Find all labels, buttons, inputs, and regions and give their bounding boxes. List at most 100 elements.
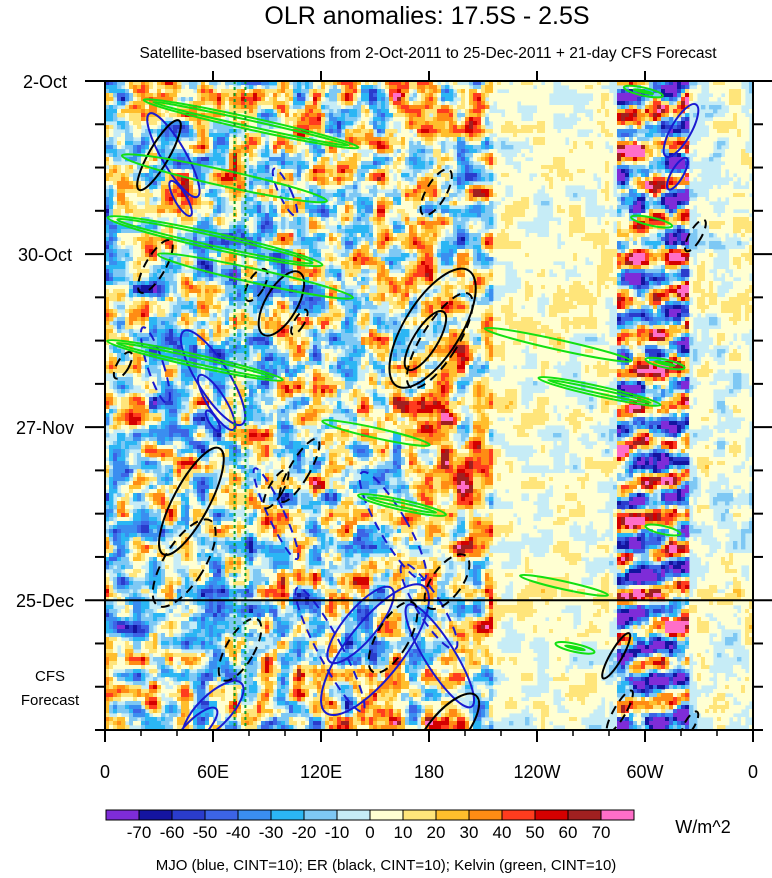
- mjo-contour: [404, 603, 476, 709]
- er-contour: [684, 218, 707, 253]
- x-tick-label: 120W: [513, 762, 560, 782]
- colorbar-label: -40: [226, 823, 251, 842]
- colorbar-label: -60: [160, 823, 185, 842]
- kelvin-contour: [321, 419, 431, 447]
- er-contour: [136, 119, 182, 192]
- er-contour: [243, 267, 269, 303]
- kelvin-contour: [537, 376, 662, 407]
- mjo-contour: [326, 585, 395, 665]
- colorbar-swatch: [567, 809, 602, 821]
- kelvin-contour: [654, 360, 676, 367]
- mjo-contour: [271, 167, 299, 217]
- kelvin-contour: [644, 356, 686, 371]
- mjo-contour: [171, 706, 219, 730]
- er-contour: [151, 518, 217, 608]
- colorbar-label: -20: [292, 823, 317, 842]
- colorbar-label: 20: [427, 823, 446, 842]
- colorbar-label: 60: [559, 823, 578, 842]
- x-tick-label: 0: [100, 762, 110, 782]
- colorbar-label: 0: [365, 823, 374, 842]
- y-date-label: 2-Oct: [23, 72, 67, 92]
- olr-anomaly-field: [105, 81, 753, 730]
- er-contour: [290, 308, 309, 336]
- er-contour: [601, 632, 632, 680]
- mjo-contour: [294, 586, 366, 713]
- colorbar-swatch: [270, 809, 305, 821]
- y-date-label: 27-Nov: [16, 418, 74, 438]
- colorbar-label: 10: [394, 823, 413, 842]
- kelvin-contour: [106, 339, 284, 382]
- colorbar-label: 30: [460, 823, 479, 842]
- er-contour: [137, 238, 174, 294]
- colorbar-swatch: [204, 809, 239, 821]
- forecast-label: CFS: [35, 668, 65, 685]
- y-date-label: 30-Oct: [18, 245, 72, 265]
- mjo-contour: [666, 156, 689, 191]
- y-date-label: 25-Dec: [16, 591, 74, 611]
- kelvin-contour: [142, 98, 360, 150]
- kelvin-contour: [564, 644, 586, 652]
- kelvin-contour: [630, 214, 674, 229]
- mjo-contour: [197, 373, 237, 431]
- er-contour: [423, 553, 471, 611]
- er-contour: [217, 617, 263, 682]
- colorbar-swatch: [468, 809, 503, 821]
- mjo-contour: [139, 326, 171, 405]
- er-contour: [262, 468, 290, 510]
- colorbar-label: -50: [193, 823, 218, 842]
- colorbar-units: W/m^2: [675, 817, 730, 837]
- kelvin-contour: [357, 493, 447, 517]
- kelvin-contour: [547, 378, 652, 404]
- plot-axes: 0 60E 120E 180 120W 60W 0 2-Oct 30-Oct 27-Nov 25-D…: [16, 71, 772, 782]
- x-tick-label: 60W: [626, 762, 663, 782]
- colorbar-swatch: [501, 809, 536, 821]
- colorbar-swatch: [237, 809, 272, 821]
- colorbar-label: 70: [592, 823, 611, 842]
- colorbar-swatch: [534, 809, 569, 821]
- kelvin-contour: [156, 252, 355, 300]
- chart-subtitle: Satellite-based bservations from 2-Oct-2…: [139, 45, 717, 62]
- kelvin-contour: [483, 326, 633, 363]
- x-tick-label: 180: [414, 762, 444, 782]
- er-contour: [367, 600, 419, 674]
- kelvin-contour: [120, 153, 328, 204]
- er-contour: [605, 689, 634, 730]
- mjo-contour: [146, 112, 201, 199]
- mjo-contour: [204, 409, 222, 433]
- mjo-contour: [320, 583, 430, 717]
- mjo-contour: [252, 467, 300, 561]
- wave-filter-contours: [106, 81, 707, 730]
- er-contour: [257, 270, 306, 337]
- kelvin-contour: [116, 217, 314, 265]
- er-contour: [388, 267, 477, 389]
- x-tick-label: 0: [748, 762, 758, 782]
- kelvin-contour: [554, 641, 596, 655]
- er-contour: [278, 437, 321, 503]
- mjo-contour: [181, 679, 245, 730]
- colorbar-swatch: [369, 809, 404, 821]
- colorbar-label: -10: [325, 823, 350, 842]
- kelvin-contour: [115, 341, 275, 379]
- kelvin-contour: [152, 100, 350, 147]
- kelvin-contour: [366, 496, 438, 514]
- colorbar-label: 40: [493, 823, 512, 842]
- er-contour: [680, 710, 700, 730]
- er-contour: [419, 168, 453, 217]
- colorbar-label: -30: [259, 823, 284, 842]
- mjo-contour: [168, 179, 193, 218]
- kelvin-contour: [519, 573, 609, 597]
- forecast-label: Forecast: [21, 692, 80, 709]
- colorbar-swatch: [600, 809, 635, 821]
- kelvin-contour: [622, 84, 664, 99]
- colorbar-swatch: [435, 809, 470, 821]
- colorbar: -70 -60 -50 -40 -30 -20 -10 0 10 20 30 40 50 60 70: [105, 809, 635, 842]
- contour-legend-footer: MJO (blue, CINT=10); ER (black, CINT=10)…: [156, 857, 617, 874]
- colorbar-swatch: [402, 809, 437, 821]
- x-tick-label: 120E: [300, 762, 342, 782]
- kelvin-contour: [632, 88, 655, 95]
- colorbar-label: 50: [526, 823, 545, 842]
- er-contour: [413, 692, 481, 730]
- er-contour: [158, 446, 225, 556]
- colorbar-swatch: [303, 809, 338, 821]
